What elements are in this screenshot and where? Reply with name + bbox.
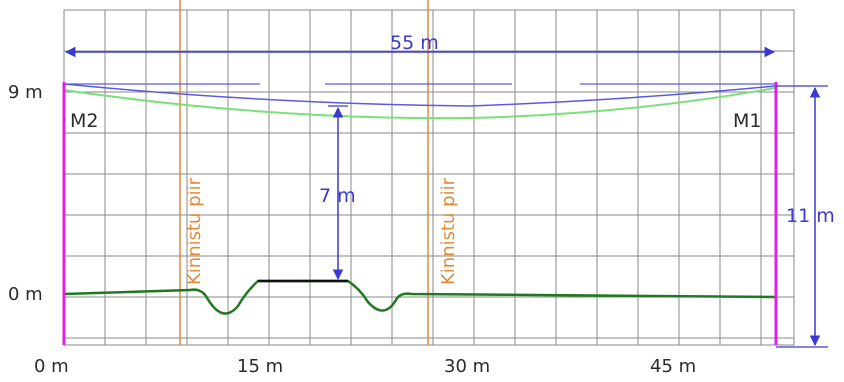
x-axis-label-30: 30 m bbox=[444, 356, 490, 377]
x-axis-label-15: 15 m bbox=[237, 356, 283, 377]
span-dimension-label: 55 m bbox=[390, 32, 439, 54]
property-boundary-left-label: Kinnistu piir bbox=[184, 177, 205, 285]
y-axis-label-bottom: 0 m bbox=[8, 284, 43, 305]
mast-right-label: M1 bbox=[733, 110, 761, 132]
conductor-lower bbox=[63, 87, 776, 120]
y-axis-label-top: 9 m bbox=[8, 82, 43, 103]
height-dimension-label: 11 m bbox=[786, 205, 835, 227]
property-boundary-right-label: Kinnistu piir bbox=[438, 177, 459, 285]
grid bbox=[63, 9, 795, 346]
conductor-upper bbox=[63, 83, 776, 107]
x-axis-label-45: 45 m bbox=[650, 356, 696, 377]
clearance-dimension-label: 7 m bbox=[319, 185, 356, 207]
x-axis-label-0: 0 m bbox=[34, 356, 69, 377]
mast-left-label: M2 bbox=[70, 110, 98, 132]
